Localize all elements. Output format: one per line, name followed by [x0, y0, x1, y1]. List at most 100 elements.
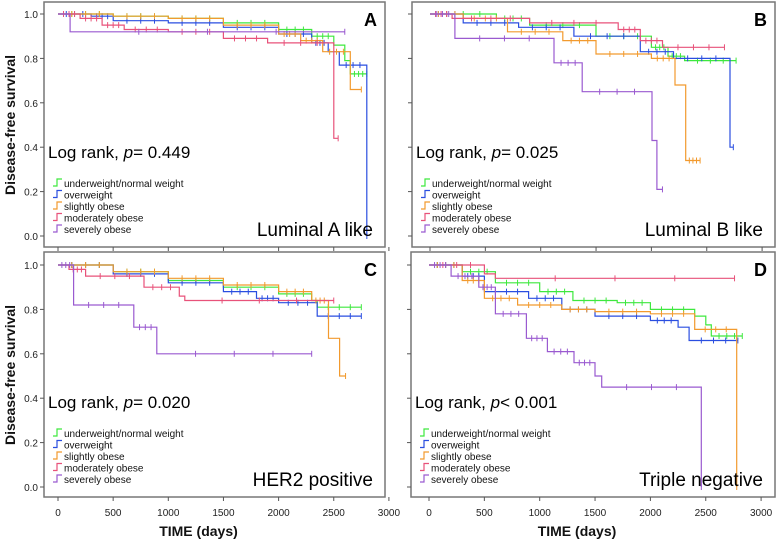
y-tick-label: 0.8 — [24, 305, 38, 316]
y-tick-label: 1.0 — [24, 10, 38, 21]
legend-swatch — [53, 439, 62, 449]
y-axis-title: Disease-free survival — [2, 305, 18, 445]
legend-label: slightly obese — [432, 202, 493, 213]
x-tick-label: 3000 — [378, 508, 401, 519]
legend-label: severely obese — [432, 225, 500, 236]
x-tick-label: 3000 — [750, 508, 773, 519]
legend-label: overweight — [64, 441, 113, 452]
y-axis-title: Disease-free survival — [2, 55, 18, 195]
x-tick-label: 1500 — [584, 508, 607, 519]
legend-label: moderately obese — [64, 464, 144, 475]
y-tick-label: 0.4 — [24, 143, 38, 154]
legend-swatch — [53, 178, 62, 187]
log-rank-prefix: Log rank, — [416, 143, 492, 162]
p-symbol: p — [123, 393, 133, 412]
legend-swatch — [421, 224, 430, 233]
survival-curve-severely-obese — [430, 13, 663, 190]
x-tick-label: 0 — [426, 508, 432, 519]
panel-subtitle: Luminal B like — [645, 220, 763, 241]
legend-label: underweight/normal weight — [64, 179, 184, 190]
x-tick-label: 500 — [105, 508, 122, 519]
x-tick-label: 1000 — [529, 508, 552, 519]
legend-swatch — [421, 189, 430, 199]
panel-subtitle: Triple negative — [639, 470, 763, 491]
legend-label: moderately obese — [431, 464, 511, 475]
legend-label: slightly obese — [64, 202, 125, 213]
panel-subtitle: Luminal A like — [257, 220, 373, 241]
panel-letter: A — [364, 10, 377, 30]
legend-swatch — [53, 451, 62, 460]
panel-letter: C — [364, 260, 377, 280]
p-symbol: p — [491, 143, 501, 162]
log-rank-prefix: Log rank, — [48, 143, 124, 162]
log-rank-annotation: Log rank, p= 0.025 — [416, 143, 558, 162]
legend-swatch — [420, 462, 429, 472]
log-rank-prefix: Log rank, — [415, 393, 491, 412]
legend-label: severely obese — [64, 475, 132, 486]
panel-c: 0.0 0.2 0.4 0.6 0.8 1.0 0 500 1000 1500 2000 2500 30… — [24, 251, 401, 539]
x-tick-label: 2500 — [695, 508, 718, 519]
legend-label: moderately obese — [64, 214, 144, 225]
survival-curve-slightly-obese — [429, 264, 738, 487]
legend-swatch — [53, 201, 62, 210]
panel-frame — [410, 251, 776, 498]
legend-label: severely obese — [431, 475, 499, 486]
panel-frame — [43, 251, 386, 498]
y-tick-label: 0.6 — [24, 350, 38, 361]
legend-label: underweight/normal weight — [64, 429, 184, 440]
y-tick-label: 0.6 — [24, 99, 38, 110]
survival-curve-severely-obese — [58, 264, 312, 355]
legend-label: underweight/normal weight — [432, 179, 552, 190]
x-tick-label: 0 — [55, 508, 61, 519]
legend-label: moderately obese — [432, 214, 512, 225]
legend-swatch — [53, 474, 62, 483]
y-tick-label: 0.2 — [24, 439, 38, 450]
y-tick-label: 0.8 — [24, 54, 38, 65]
panel-frame — [411, 1, 776, 248]
x-axis-title: TIME (days) — [538, 523, 617, 539]
panel-a: 0.0 0.2 0.4 0.6 0.8 1.0 A Log rank, p= 0.449 und… — [24, 1, 390, 251]
legend-swatch — [53, 224, 62, 233]
x-tick-label: 2000 — [267, 508, 290, 519]
survival-curve-moderately-obese — [429, 264, 735, 279]
legend-swatch — [420, 451, 429, 460]
legend-label: overweight — [64, 191, 113, 202]
panel-d: 0 500 1000 1500 2000 2500 3000 TIME (days) D Log … — [407, 251, 776, 539]
legend-swatch — [421, 201, 430, 210]
x-axis-title: TIME (days) — [159, 523, 238, 539]
x-tick-label: 500 — [476, 508, 493, 519]
log-rank-annotation: Log rank, p< 0.001 — [415, 393, 557, 412]
legend-label: underweight/normal weight — [431, 429, 551, 440]
legend-swatch — [53, 428, 62, 437]
survival-curve-moderately-obese — [430, 13, 725, 48]
legend-label: slightly obese — [64, 452, 125, 463]
legend-swatch — [420, 439, 429, 449]
legend-swatch — [53, 189, 62, 199]
legend-label: overweight — [432, 191, 481, 202]
legend-swatch — [420, 428, 429, 437]
panel-letter: D — [754, 260, 767, 280]
legend-swatch — [53, 462, 62, 472]
panel-b: B Log rank, p= 0.025 underweight/normal we… — [408, 1, 776, 251]
p-symbol: p — [123, 143, 133, 162]
y-tick-label: 1.0 — [24, 261, 38, 272]
legend-swatch — [421, 212, 430, 222]
survival-curve-severely-obese — [429, 264, 702, 487]
y-tick-label: 0.0 — [24, 232, 38, 243]
log-rank-annotation: Log rank, p= 0.449 — [48, 143, 190, 162]
y-tick-label: 0.4 — [24, 394, 38, 405]
y-tick-label: 0.0 — [24, 483, 38, 494]
legend-label: slightly obese — [431, 452, 492, 463]
log-rank-prefix: Log rank, — [48, 393, 124, 412]
x-tick-label: 2500 — [323, 508, 346, 519]
log-rank-annotation: Log rank, p= 0.020 — [48, 393, 190, 412]
x-tick-label: 2000 — [639, 508, 662, 519]
p-value: = 0.020 — [133, 393, 190, 412]
x-tick-label: 1500 — [212, 508, 235, 519]
legend-swatch — [420, 474, 429, 483]
x-tick-label: 1000 — [157, 508, 180, 519]
panel-subtitle: HER2 positive — [253, 470, 373, 491]
y-tick-label: 0.2 — [24, 188, 38, 199]
panel-letter: B — [754, 10, 767, 30]
